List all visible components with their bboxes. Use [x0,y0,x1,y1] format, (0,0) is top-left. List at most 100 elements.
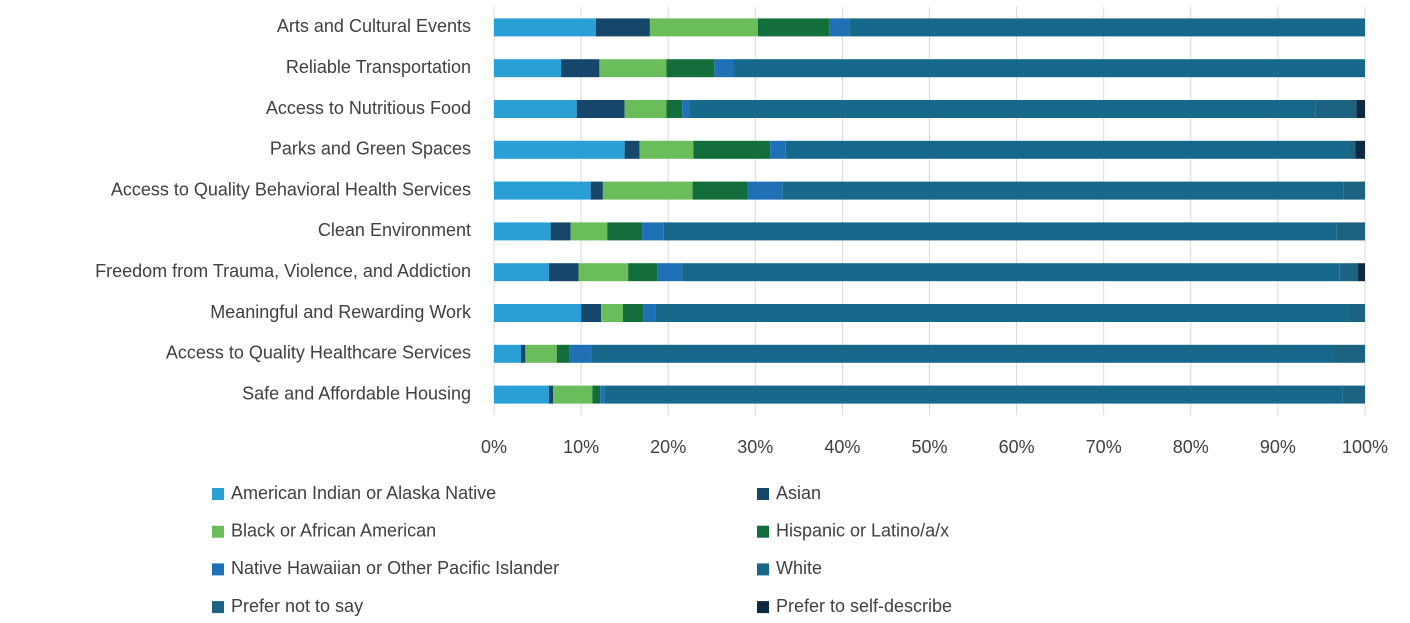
bar-segment [553,385,593,404]
bar-segment [782,181,1344,200]
bar-segment [595,18,650,37]
x-tick-label: 70% [1086,437,1122,457]
bar-segment [494,59,562,78]
bar-segment [592,385,601,404]
bar-segment [829,18,850,37]
bar-segment [693,140,771,159]
bar-segment [624,100,667,118]
bar-segment [770,140,786,159]
bar-segment [622,304,644,322]
bar-segment [747,181,783,200]
bar-segment [628,263,658,282]
x-tick-label: 60% [999,437,1035,457]
bar-segment [1336,222,1365,241]
bar-segment [601,304,623,322]
y-tick-label: Parks and Green Spaces [270,139,471,159]
legend-label: Prefer to self-describe [776,596,952,616]
bar-segment [494,222,551,241]
bar-segment [591,344,1335,363]
bar-segment [1315,100,1357,118]
bar-segment [1342,385,1365,404]
bar-segment [757,18,830,37]
bar-segment [494,304,582,322]
bar-segment [682,263,1340,282]
bar-segment [548,385,554,404]
bar-segment [624,140,640,159]
bar-segment [494,18,596,37]
legend-label: American Indian or Alaska Native [231,483,496,503]
bar-segment [1348,140,1356,159]
bar-segment [570,222,608,241]
bar-segment [548,263,579,282]
bar-segment [599,59,667,78]
bar-segment [1348,304,1365,322]
x-tick-label: 20% [650,437,686,457]
y-tick-label: Safe and Affordable Housing [242,383,471,403]
y-tick-label: Meaningful and Rewarding Work [210,302,472,322]
bar-segment [1343,181,1365,200]
bar-segment [663,222,1337,241]
legend-swatch [757,601,769,614]
bar-segment [494,344,522,363]
bar-segment [550,222,571,241]
x-tick-label: 40% [824,437,860,457]
bar-segment [556,344,570,363]
y-tick-label: Reliable Transportation [286,57,471,77]
legend-swatch [757,563,769,576]
bar-segment [655,304,1349,322]
legend-swatch [212,525,224,538]
y-tick-label: Access to Quality Healthcare Services [166,343,471,363]
bar-segment [521,344,526,363]
legend-label: White [776,558,822,578]
bar-segment [604,385,1343,404]
x-tick-label: 30% [737,437,773,457]
bar-segment [602,181,693,200]
bar-segment [494,100,577,118]
bar-segment [639,140,694,159]
bar-segment [692,181,748,200]
bar-segment [1358,263,1365,282]
bar-segment [785,140,1349,159]
bar-segment [649,18,758,37]
y-tick-label: Access to Quality Behavioral Health Serv… [111,179,471,199]
y-tick-label: Clean Environment [318,220,471,240]
bar-segment [607,222,643,241]
legend-swatch [212,488,224,500]
y-tick-label: Arts and Cultural Events [277,16,471,36]
bar-segment [1355,140,1365,159]
legend-swatch [757,488,769,500]
bar-segment [561,59,600,78]
bar-segment [494,140,625,159]
bar-segment [590,181,603,200]
x-tick-label: 80% [1173,437,1209,457]
bar-segment [494,385,549,404]
bar-segment [714,59,734,78]
x-tick-label: 10% [563,437,599,457]
legend-swatch [757,525,769,538]
legend-label: Asian [776,483,821,503]
bar-segment [657,263,683,282]
legend-label: Native Hawaiian or Other Pacific Islande… [231,558,559,578]
legend-label: Prefer not to say [231,596,363,616]
bar-segment [682,100,690,118]
x-tick-label: 100% [1342,437,1388,457]
bar-segment [666,59,715,78]
x-tick-label: 90% [1260,437,1296,457]
bar-segment [666,100,683,118]
bar-segment [1339,263,1359,282]
y-tick-label: Access to Nutritious Food [266,98,471,118]
bar-segment [643,304,656,322]
x-tick-label: 0% [481,437,507,457]
bar-segment [849,18,1365,37]
bar-segment [578,263,629,282]
bar-segment [1356,100,1365,118]
bar-segment [494,263,549,282]
bar-segment [576,100,625,118]
bar-segment [689,100,1316,118]
bar-segment [581,304,602,322]
legend-label: Hispanic or Latino/a/x [776,520,949,540]
x-tick-label: 50% [911,437,947,457]
bar-segment [494,181,591,200]
bar-segment [525,344,557,363]
